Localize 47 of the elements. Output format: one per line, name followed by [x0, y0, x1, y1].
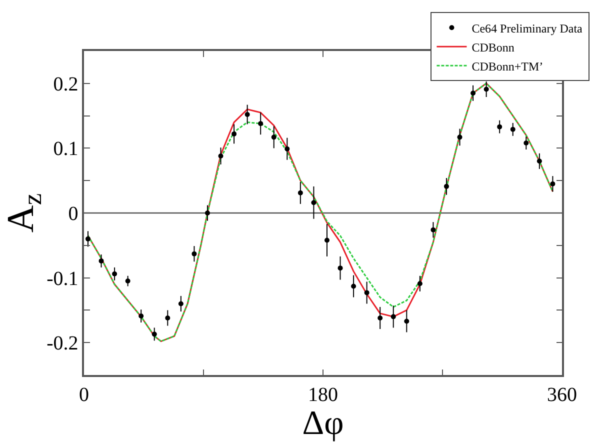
x-axis-title: Δφ — [302, 405, 344, 442]
point — [324, 238, 330, 243]
x-tick-label: 360 — [547, 384, 577, 406]
point — [457, 134, 462, 140]
y-tick-label: 0.2 — [53, 73, 78, 96]
y-tick-label: 0.1 — [53, 138, 78, 160]
point — [204, 210, 210, 216]
point — [85, 236, 90, 242]
legend-label: CDBonn — [472, 40, 514, 54]
point — [430, 227, 436, 232]
point — [298, 190, 303, 196]
point — [218, 153, 224, 158]
point — [258, 121, 264, 126]
point — [138, 314, 144, 319]
point — [497, 124, 502, 130]
y-tick-label: -0.1 — [46, 268, 78, 290]
point — [311, 200, 316, 206]
point — [550, 181, 556, 186]
point — [178, 301, 184, 306]
point — [378, 315, 383, 320]
point — [510, 126, 516, 132]
point — [165, 315, 170, 320]
point — [232, 131, 237, 136]
point — [244, 112, 250, 117]
point — [417, 281, 422, 286]
y-tick-label: 0 — [68, 203, 78, 225]
point — [404, 318, 410, 324]
point — [470, 90, 476, 96]
point — [284, 146, 290, 152]
point — [390, 314, 396, 320]
point — [192, 251, 197, 256]
point — [524, 140, 529, 146]
legend-label: CDBonn+TM’ — [472, 59, 544, 74]
point — [152, 332, 157, 337]
point — [364, 290, 370, 296]
point — [338, 266, 343, 271]
point — [351, 284, 356, 289]
point — [271, 134, 276, 140]
point — [444, 184, 449, 189]
point — [98, 258, 104, 264]
point — [536, 158, 542, 164]
x-tick-label: 180 — [308, 384, 338, 406]
point — [112, 271, 118, 276]
y-tick-label: -0.2 — [46, 332, 78, 355]
legend-label: Ce64 Preliminary Data — [472, 21, 584, 36]
point — [484, 86, 489, 92]
point — [125, 278, 130, 284]
